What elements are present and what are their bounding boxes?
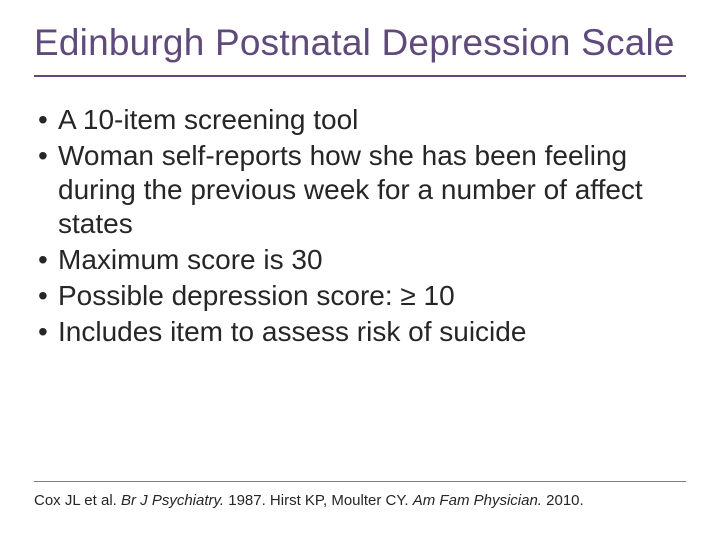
citation-part: Cox JL et al.: [34, 492, 121, 509]
citation-part: Br J Psychiatry.: [121, 492, 224, 509]
citation: Cox JL et al. Br J Psychiatry. 1987. Hir…: [34, 491, 686, 511]
title-underline: [34, 75, 686, 77]
bullet-list: A 10-item screening tool Woman self-repo…: [34, 103, 686, 350]
citation-part: 2010.: [542, 492, 584, 509]
slide: Edinburgh Postnatal Depression Scale A 1…: [0, 0, 720, 540]
bullet-item: Includes item to assess risk of suicide: [38, 315, 686, 349]
bullet-item: Woman self-reports how she has been feel…: [38, 139, 686, 241]
slide-title: Edinburgh Postnatal Depression Scale: [34, 22, 686, 75]
bullet-item: Possible depression score: ≥ 10: [38, 279, 686, 313]
citation-part: 1987. Hirst KP, Moulter CY.: [224, 492, 413, 509]
citation-part: Am Fam Physician.: [413, 492, 542, 509]
bullet-item: Maximum score is 30: [38, 243, 686, 277]
bullet-item: A 10-item screening tool: [38, 103, 686, 137]
footer-rule: [34, 481, 686, 482]
